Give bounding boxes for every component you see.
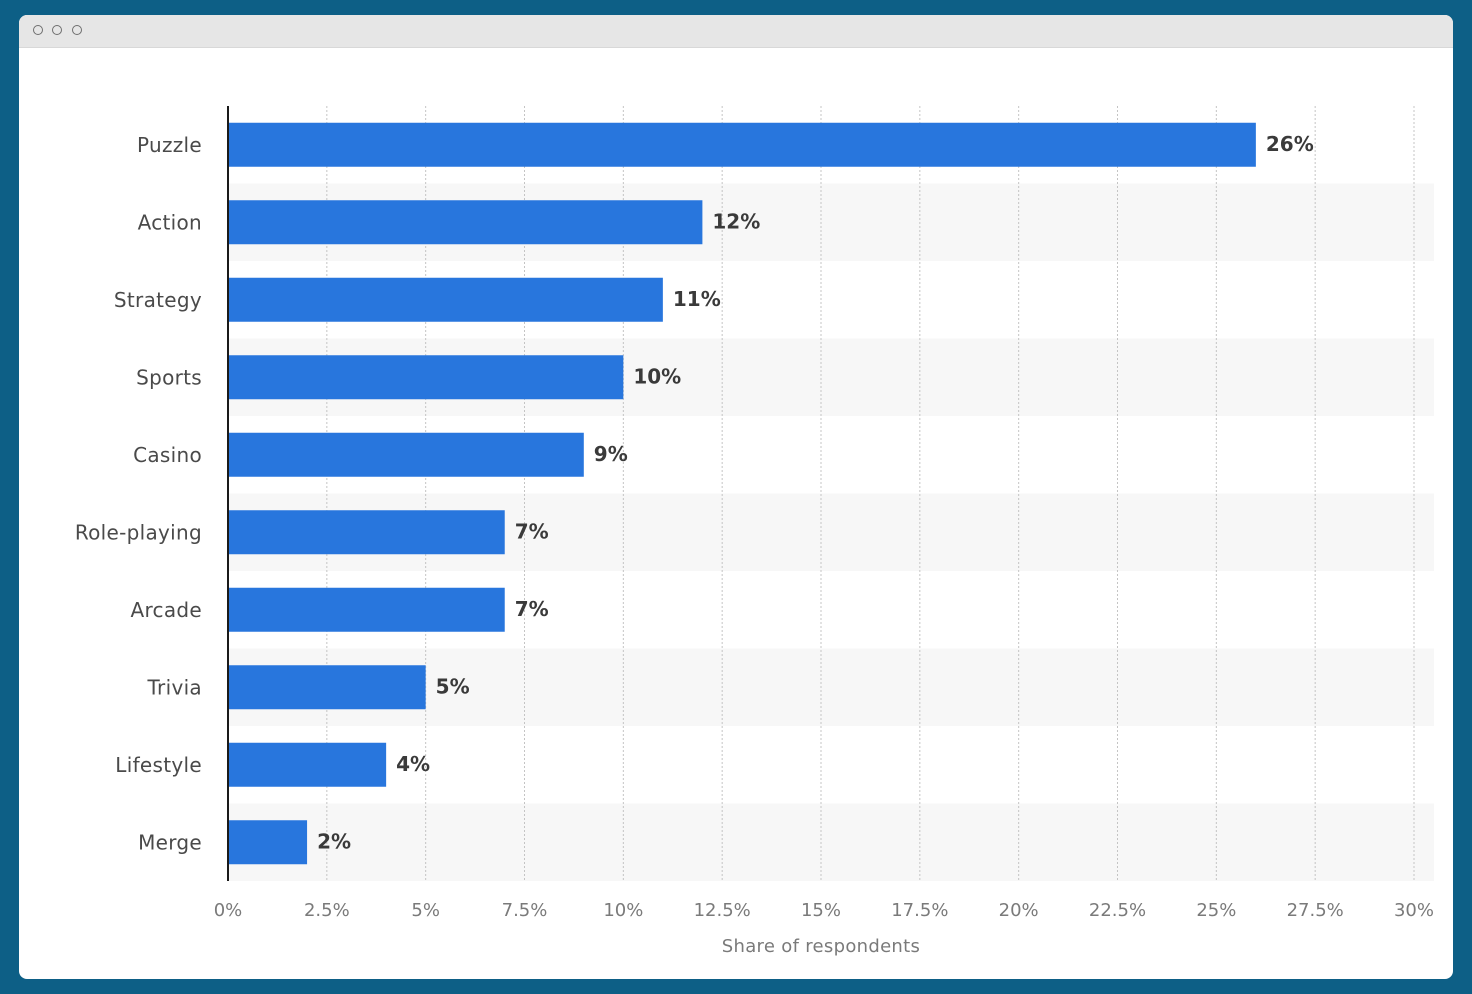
category-label: Role-playing xyxy=(75,520,202,544)
category-label: Puzzle xyxy=(137,133,202,157)
value-label: 10% xyxy=(633,364,681,388)
x-tick-label: 10% xyxy=(603,900,643,921)
category-label: Trivia xyxy=(146,675,202,699)
category-label: Lifestyle xyxy=(115,753,202,777)
window-maximize-dot[interactable] xyxy=(72,25,82,35)
x-tick-label: 20% xyxy=(999,900,1039,921)
bar-arcade[interactable] xyxy=(228,587,505,632)
bar-casino[interactable] xyxy=(228,432,584,477)
bar-merge[interactable] xyxy=(228,820,308,865)
category-label: Arcade xyxy=(130,598,202,622)
bar-role-playing[interactable] xyxy=(228,510,505,555)
category-label: Casino xyxy=(133,443,202,467)
window-titlebar xyxy=(19,15,1453,48)
x-tick-label: 15% xyxy=(801,900,841,921)
bar-sports[interactable] xyxy=(228,355,624,400)
value-label: 2% xyxy=(317,829,351,853)
x-tick-label: 5% xyxy=(411,900,440,921)
x-tick-label: 30% xyxy=(1394,900,1434,921)
x-tick-label: 25% xyxy=(1196,900,1236,921)
bar-lifestyle[interactable] xyxy=(228,742,387,787)
x-tick-label: 0% xyxy=(214,900,243,921)
value-label: 7% xyxy=(515,597,549,621)
x-axis-title: Share of respondents xyxy=(722,936,920,957)
window-close-dot[interactable] xyxy=(33,25,43,35)
bar-strategy[interactable] xyxy=(228,277,663,322)
row-band xyxy=(228,803,1434,881)
value-label: 7% xyxy=(515,519,549,543)
row-band xyxy=(228,648,1434,726)
value-label: 4% xyxy=(396,752,430,776)
browser-window: Puzzle 26% Action 12% Strategy 11% Sports 10% Ca… xyxy=(19,15,1453,979)
x-tick-label: 2.5% xyxy=(304,900,350,921)
x-tick-label: 7.5% xyxy=(502,900,548,921)
x-tick-label: 12.5% xyxy=(694,900,751,921)
category-label: Sports xyxy=(136,365,202,389)
value-label: 11% xyxy=(673,287,721,311)
value-label: 5% xyxy=(436,674,470,698)
bar-chart: Puzzle 26% Action 12% Strategy 11% Sports 10% Ca… xyxy=(75,106,1434,957)
value-label: 26% xyxy=(1266,132,1314,156)
x-tick-label: 22.5% xyxy=(1089,900,1146,921)
value-label: 9% xyxy=(594,442,628,466)
category-label: Merge xyxy=(138,830,202,854)
category-label: Strategy xyxy=(114,288,202,312)
bar-action[interactable] xyxy=(228,200,703,245)
bar-puzzle[interactable] xyxy=(228,122,1256,167)
bar-trivia[interactable] xyxy=(228,665,426,710)
window-minimize-dot[interactable] xyxy=(52,25,62,35)
category-label: Action xyxy=(138,210,202,234)
x-tick-label: 27.5% xyxy=(1287,900,1344,921)
x-tick-label: 17.5% xyxy=(891,900,948,921)
value-label: 12% xyxy=(712,209,760,233)
